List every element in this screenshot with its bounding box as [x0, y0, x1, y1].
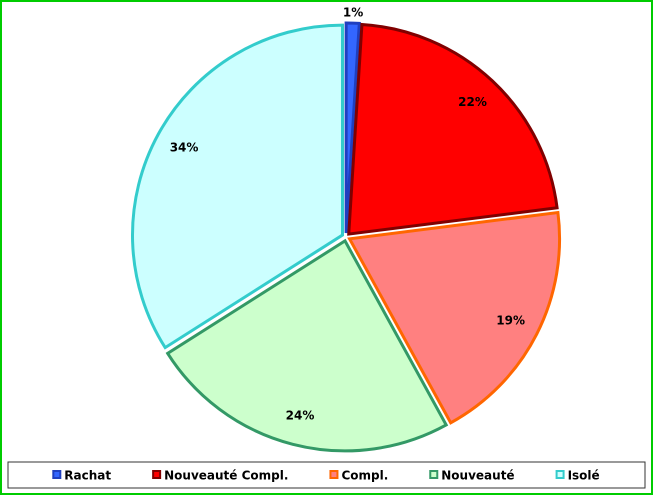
pie-slice	[344, 21, 361, 234]
legend-marker	[555, 470, 565, 479]
pie-slice	[347, 22, 559, 236]
legend-marker	[329, 470, 339, 479]
legend-label: Isolé	[568, 469, 600, 483]
data-label: 1%	[343, 6, 363, 20]
legend-box	[7, 461, 646, 489]
pie-slice	[347, 210, 562, 425]
legend-marker	[429, 470, 439, 479]
legend-label: Nouveauté Compl.	[164, 469, 288, 483]
legend: Rachat Nouveauté Compl. Compl. Nouveauté Iso…	[52, 469, 600, 483]
data-label: 34%	[170, 140, 199, 154]
legend-marker	[52, 470, 62, 479]
legend-label: Compl.	[341, 469, 388, 483]
pie-slice	[165, 238, 449, 453]
legend-marker	[152, 470, 162, 479]
data-label: 19%	[496, 313, 525, 327]
legend-label: Rachat	[64, 469, 111, 483]
legend-label: Nouveauté	[441, 469, 514, 483]
data-label: 22%	[458, 95, 487, 109]
pie-slice	[130, 23, 344, 350]
data-label: 24%	[286, 408, 315, 422]
